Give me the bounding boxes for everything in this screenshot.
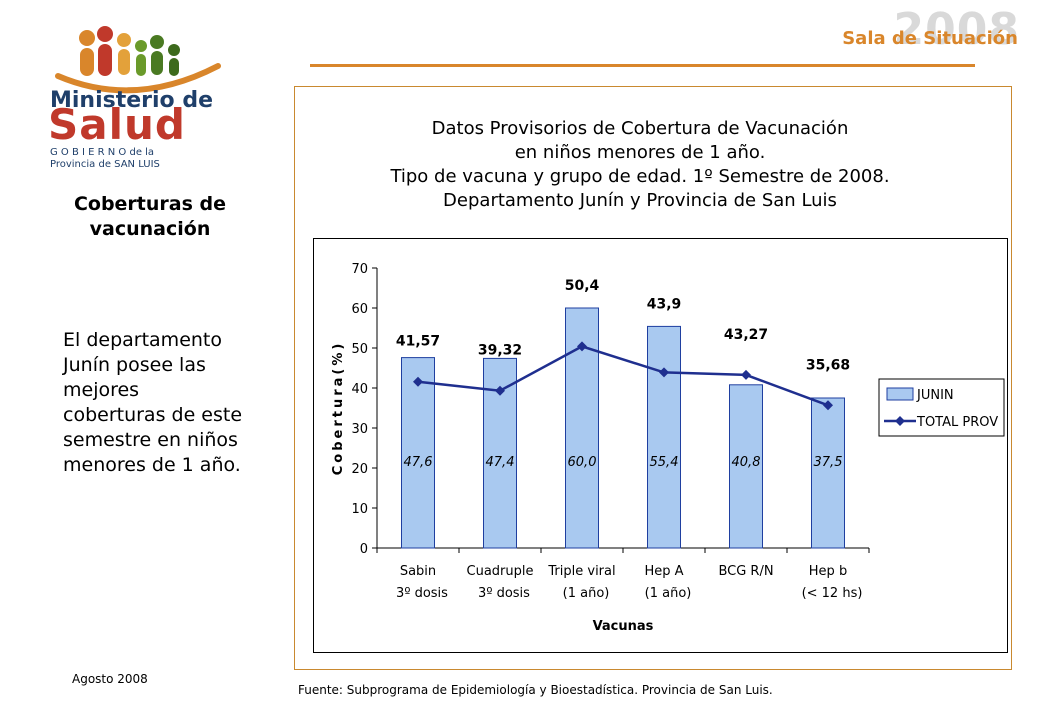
- line-total-prov: [417, 345, 829, 407]
- x-tick-label-line2: 3º dosis: [396, 586, 448, 601]
- y-tick-label: 10: [351, 502, 368, 517]
- section-title: Coberturas de vacunación: [73, 193, 227, 240]
- bar-junin: [729, 384, 763, 549]
- x-tick-label-line2: (1 año): [563, 586, 610, 601]
- legend-label-junin: JUNIN: [916, 388, 954, 403]
- ministry-logo: Ministerio de Salud G O B I E R N O de l…: [40, 14, 240, 174]
- line-value-label: 50,4: [565, 278, 600, 294]
- y-axis-title: Cobertura(%): [331, 341, 346, 476]
- date-label: Agosto 2008: [72, 672, 148, 686]
- y-tick-label: 70: [351, 262, 368, 277]
- y-tick-label: 40: [351, 382, 368, 397]
- bar-value-label: 47,4: [486, 455, 515, 470]
- legend-swatch-junin: [886, 387, 914, 401]
- coverage-chart: 0 10 20 30 40 50 60 70 47,6 47,4 60,0 55,4 40,8 37,5 4…: [331, 262, 1005, 634]
- y-tick-label: 20: [351, 462, 368, 477]
- x-tick-label: Sabin: [400, 564, 436, 579]
- bar-value-label: 60,0: [568, 455, 597, 470]
- chart-title-line-2: en niños menores de 1 año.: [514, 142, 766, 163]
- chart-title-line-3: Tipo de vacuna y grupo de edad. 1º Semes…: [390, 166, 890, 187]
- chart-frame: [294, 86, 1012, 670]
- bar-junin: [401, 357, 435, 549]
- chart-title-line-4: Departamento Junín y Provincia de San Lu…: [443, 190, 837, 211]
- bar-junin: [565, 307, 599, 549]
- line-value-label: 43,9: [647, 296, 682, 312]
- line-point-marker: [495, 385, 505, 396]
- x-tick-label-line2: (< 12 hs): [802, 586, 863, 601]
- bar-value-label: 47,6: [404, 455, 433, 470]
- logo-line-gobierno: G O B I E R N O de la: [50, 147, 155, 158]
- plot-area: 0 10 20 30 40 50 60 70 47,6 47,4 60,0 55,4 40,8 37,5 4…: [313, 238, 1008, 653]
- legend-label-total-prov: TOTAL PROV: [916, 415, 998, 430]
- bar-value-label: 37,5: [814, 455, 843, 470]
- source-note: Fuente: Subprograma de Epidemiología y B…: [298, 683, 773, 697]
- chart-title: Datos Provisorios de Cobertura de Vacuna…: [300, 117, 980, 213]
- header-year-block: 2008 Sala de Situación: [800, 4, 1020, 56]
- x-tick-label: Hep b: [809, 564, 847, 579]
- logo-line-salud: Salud: [48, 100, 186, 149]
- logo-line-ministerio: Ministerio de: [50, 88, 214, 113]
- x-tick-label: BCG R/N: [718, 564, 773, 579]
- logo-line-provincia: Provincia de SAN LUIS: [50, 159, 160, 170]
- y-tick-label: 50: [351, 342, 368, 357]
- x-tick-label-line2: (1 año): [645, 586, 692, 601]
- x-tick-label: Cuadruple: [467, 564, 534, 579]
- line-point-marker: [659, 367, 669, 378]
- line-value-label: 41,57: [396, 334, 440, 350]
- section-body: El departamento Junín posee las mejores …: [63, 329, 243, 476]
- y-tick-label: 30: [351, 422, 368, 437]
- line-point-marker: [413, 376, 423, 387]
- line-value-label: 39,32: [478, 343, 522, 359]
- line-value-label: 43,27: [724, 327, 768, 343]
- line-value-label: 35,68: [806, 357, 850, 373]
- bar-value-label: 55,4: [650, 455, 679, 470]
- line-point-marker: [823, 400, 833, 411]
- header-subtitle: Sala de Situación: [842, 28, 1018, 49]
- bar-junin: [811, 397, 845, 549]
- x-tick-label-line2: 3º dosis: [478, 586, 530, 601]
- x-axis-title: Vacunas: [593, 619, 654, 634]
- y-tick-label: 0: [360, 542, 368, 557]
- line-point-marker: [577, 341, 587, 352]
- y-tick-label: 60: [351, 302, 368, 317]
- x-tick-label: Triple viral: [547, 564, 615, 579]
- header-year: 2008: [893, 4, 1020, 55]
- chart-title-line-1: Datos Provisorios de Cobertura de Vacuna…: [431, 118, 849, 139]
- bar-junin: [647, 325, 681, 549]
- bar-value-label: 40,8: [732, 455, 761, 470]
- x-tick-label: Hep A: [644, 564, 683, 579]
- legend-marker-total-prov: [895, 416, 905, 426]
- header-divider: [310, 64, 975, 67]
- line-point-marker: [741, 369, 751, 380]
